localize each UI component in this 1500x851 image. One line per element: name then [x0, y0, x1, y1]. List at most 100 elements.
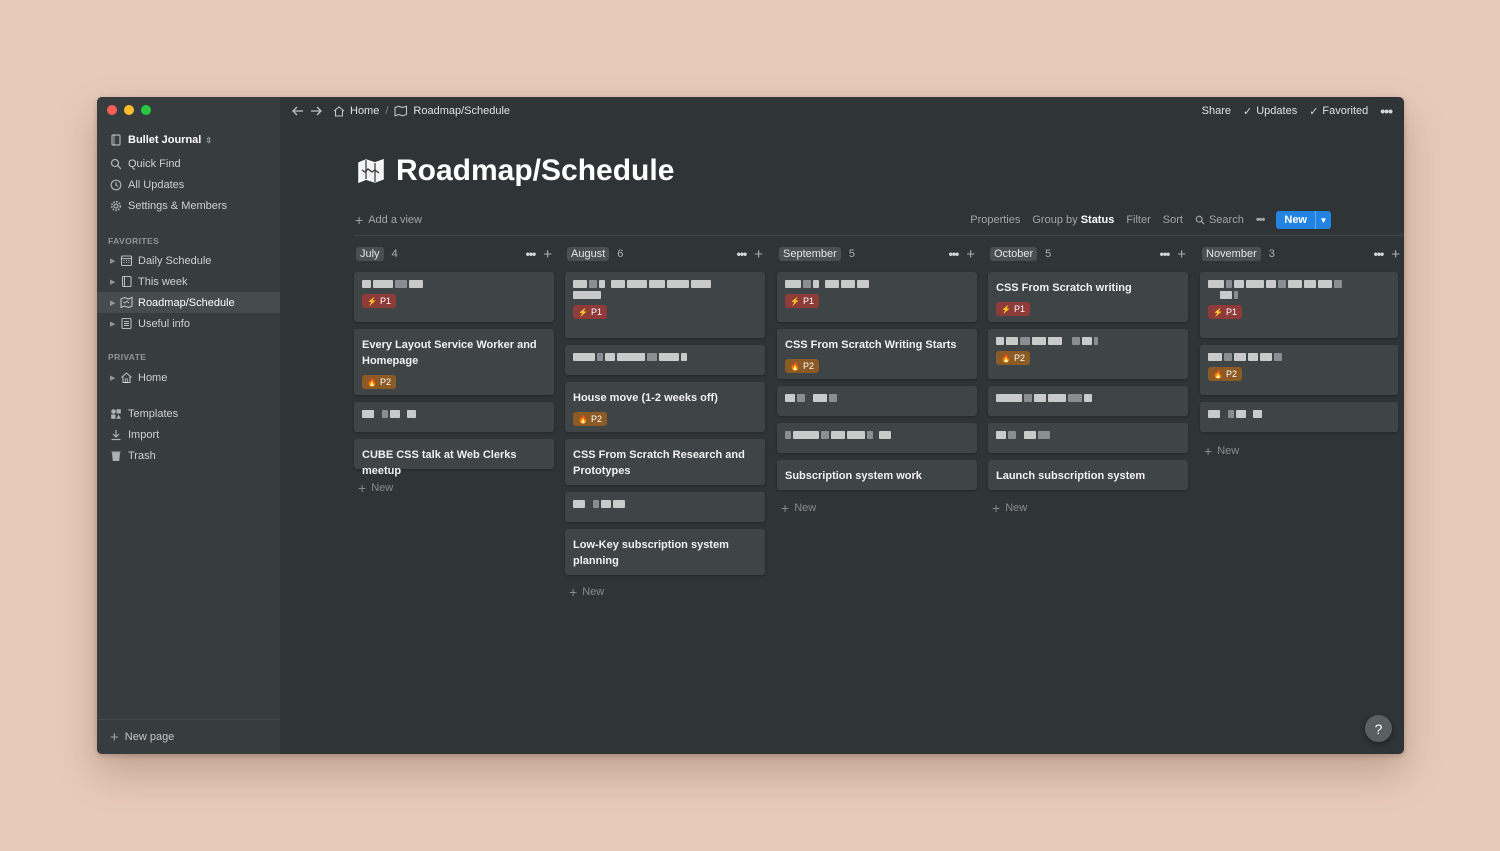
sidebar-all-updates[interactable]: All Updates — [97, 174, 280, 195]
board-card[interactable]: ⚡ P1 — [777, 272, 977, 322]
board-card[interactable]: Every Layout Service Worker and Homepage… — [354, 329, 554, 395]
board-card[interactable]: CSS From Scratch Writing Starts 🔥 P2 — [777, 329, 977, 379]
column-more-icon[interactable]: ••• — [948, 247, 960, 261]
column-more-icon[interactable]: ••• — [1373, 247, 1385, 261]
expand-triangle-icon[interactable]: ▶ — [110, 257, 116, 265]
board-card[interactable] — [988, 386, 1188, 416]
new-item-button[interactable]: New ▼ — [1276, 211, 1331, 229]
sidebar-item-useful-info[interactable]: ▶ Useful info — [97, 313, 280, 334]
forward-arrow-icon[interactable] — [309, 104, 323, 118]
updates-button[interactable]: ✓ Updates — [1243, 105, 1297, 118]
column-more-icon[interactable]: ••• — [1159, 247, 1171, 261]
board-card[interactable]: House move (1-2 weeks off) 🔥 P2 — [565, 382, 765, 432]
fire-icon: 🔥 — [1001, 353, 1011, 363]
board-card[interactable]: ⚡ P1 — [354, 272, 554, 322]
board-card[interactable] — [565, 492, 765, 522]
sidebar-quick-find[interactable]: Quick Find — [97, 153, 280, 174]
board-card[interactable]: Launch subscription system — [988, 460, 1188, 490]
column-more-icon[interactable]: ••• — [736, 247, 748, 261]
sidebar-trash[interactable]: Trash — [97, 445, 280, 466]
filter-button[interactable]: Filter — [1126, 214, 1151, 226]
board-card[interactable]: ⚡ P1 — [565, 272, 765, 338]
expand-triangle-icon[interactable]: ▶ — [110, 278, 116, 286]
column-add-icon[interactable]: + — [543, 245, 552, 263]
chevron-down-icon[interactable]: ▼ — [1315, 211, 1331, 229]
column-add-icon[interactable]: + — [966, 245, 975, 263]
sort-button[interactable]: Sort — [1162, 214, 1183, 226]
column-add-icon[interactable]: + — [1177, 245, 1186, 263]
redacted-title — [1208, 353, 1390, 361]
properties-button[interactable]: Properties — [970, 214, 1021, 226]
expand-triangle-icon[interactable]: ▶ — [110, 320, 116, 328]
share-label: Share — [1201, 105, 1231, 117]
column-new-button[interactable]: + New — [569, 584, 604, 600]
workspace-switcher[interactable]: Bullet Journal ⇳ — [97, 129, 280, 150]
priority-badge: 🔥 P2 — [1208, 367, 1242, 381]
useful-info-label: Useful info — [138, 317, 190, 330]
board-card[interactable]: CSS From Scratch writing ⚡ P1 — [988, 272, 1188, 322]
favorited-label: Favorited — [1322, 105, 1369, 117]
board-card[interactable]: ⚡ P1 — [1200, 272, 1398, 338]
priority-badge: 🔥 P2 — [996, 351, 1030, 365]
updates-label: Updates — [1256, 105, 1298, 117]
expand-triangle-icon[interactable]: ▶ — [110, 299, 116, 307]
column-name[interactable]: November — [1202, 247, 1261, 261]
board-card[interactable]: CUBE CSS talk at Web Clerks meetup — [354, 439, 554, 477]
board-column: August 6 ••• + ⚡ P1 House move (1-2 weeks … — [565, 244, 765, 600]
share-button[interactable]: Share — [1202, 105, 1231, 117]
maximize-window-button[interactable] — [141, 105, 151, 115]
column-name[interactable]: July — [356, 247, 384, 261]
board-card[interactable]: 🔥 P2 — [988, 329, 1188, 379]
priority-label: P2 — [1225, 369, 1237, 379]
topbar: Home / Roadmap/Schedule Share ✓ Updates ✓… — [280, 97, 1404, 125]
column-count: 5 — [1045, 248, 1052, 260]
column-name[interactable]: October — [990, 247, 1038, 261]
rocket-icon: ⚡ — [1213, 307, 1223, 317]
map-icon[interactable] — [356, 156, 386, 186]
column-new-button[interactable]: + New — [1204, 443, 1239, 459]
breadcrumb-home[interactable]: Home — [350, 105, 380, 117]
minimize-window-button[interactable] — [124, 105, 134, 115]
sidebar-import[interactable]: Import — [97, 424, 280, 445]
board-card[interactable] — [777, 386, 977, 416]
column-name[interactable]: September — [779, 247, 841, 261]
board-card[interactable] — [354, 402, 554, 432]
column-new-button[interactable]: + New — [992, 500, 1027, 516]
sidebar-settings[interactable]: Settings & Members — [97, 195, 280, 216]
help-button[interactable]: ? — [1365, 715, 1392, 742]
column-name[interactable]: August — [567, 247, 610, 261]
close-window-button[interactable] — [107, 105, 117, 115]
back-arrow-icon[interactable] — [291, 104, 305, 118]
board-card[interactable] — [1200, 402, 1398, 432]
board-card[interactable]: CSS From Scratch Research and Prototypes — [565, 439, 765, 485]
board-card[interactable]: 🔥 P2 — [1200, 345, 1398, 395]
column-add-icon[interactable]: + — [1391, 245, 1400, 263]
new-page-button[interactable]: + New page — [97, 719, 280, 754]
sidebar-item-daily-schedule[interactable]: ▶ Daily Schedule — [97, 250, 280, 271]
column-add-icon[interactable]: + — [754, 245, 763, 263]
more-options-icon[interactable]: ••• — [1380, 103, 1393, 119]
sidebar-item-roadmap[interactable]: ▶ Roadmap/Schedule — [97, 292, 280, 313]
board-card[interactable] — [988, 423, 1188, 453]
column-more-icon[interactable]: ••• — [525, 247, 537, 261]
search-button[interactable]: Search — [1195, 214, 1244, 226]
column-new-button[interactable]: + New — [358, 480, 393, 496]
favorited-button[interactable]: ✓ Favorited — [1309, 105, 1368, 118]
view-more-icon[interactable]: ••• — [1255, 214, 1266, 226]
calendar-icon — [120, 254, 133, 267]
check-icon: ✓ — [1309, 105, 1319, 118]
board-card[interactable] — [565, 345, 765, 375]
breadcrumb-current[interactable]: Roadmap/Schedule — [413, 105, 511, 117]
sidebar-item-home[interactable]: ▶ Home — [97, 367, 280, 388]
add-view-button[interactable]: + Add a view — [355, 212, 422, 228]
new-label: New — [1005, 502, 1028, 514]
sidebar-item-this-week[interactable]: ▶ This week — [97, 271, 280, 292]
board-card[interactable]: Subscription system work — [777, 460, 977, 490]
sidebar-templates[interactable]: Templates — [97, 403, 280, 424]
plus-icon: + — [992, 500, 1001, 516]
board-card[interactable]: Low-Key subscription system planning — [565, 529, 765, 575]
board-card[interactable] — [777, 423, 977, 453]
expand-triangle-icon[interactable]: ▶ — [110, 374, 116, 382]
column-new-button[interactable]: + New — [781, 500, 816, 516]
group-by-button[interactable]: Group by Status — [1032, 214, 1114, 226]
